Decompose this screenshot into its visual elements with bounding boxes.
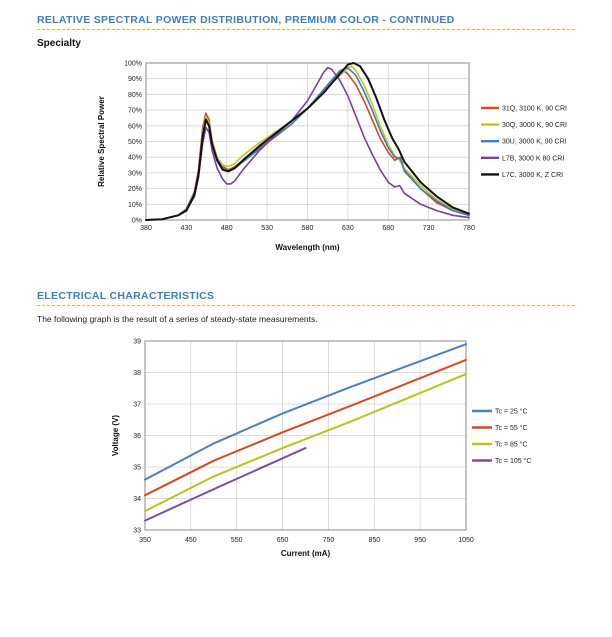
electrical-section-divider bbox=[37, 305, 575, 306]
y-tick-label: 34 bbox=[133, 496, 141, 503]
legend-entry: Tc = 25 °C bbox=[495, 408, 528, 416]
x-tick-label: 530 bbox=[261, 225, 273, 232]
spectral-section-divider bbox=[37, 29, 575, 30]
x-tick-label: 550 bbox=[231, 537, 243, 544]
x-tick-label: 850 bbox=[368, 537, 380, 544]
x-axis-label: Wavelength (nm) bbox=[275, 243, 339, 252]
plot-border bbox=[144, 340, 467, 531]
electrical-section-title: ELECTRICAL CHARACTERISTICS bbox=[37, 290, 215, 302]
x-tick-label: 350 bbox=[139, 537, 151, 544]
specialty-label: Specialty bbox=[37, 38, 81, 49]
legend-entry: 30U, 3000 K, 90 CRI bbox=[502, 139, 567, 146]
x-tick-label: 480 bbox=[221, 225, 233, 232]
legend-entry: 31Q, 3100 K, 90 CRI bbox=[502, 106, 567, 113]
y-tick-label: 100% bbox=[124, 60, 142, 67]
x-tick-label: 380 bbox=[140, 225, 152, 232]
y-tick-label: 37 bbox=[133, 401, 141, 408]
y-tick-label: 90% bbox=[128, 76, 142, 83]
x-tick-label: 950 bbox=[414, 537, 426, 544]
plot-border bbox=[145, 62, 470, 221]
electrical-description: The following graph is the result of a s… bbox=[37, 314, 318, 324]
series-line-2 bbox=[144, 358, 467, 497]
x-tick-label: 750 bbox=[323, 537, 335, 544]
series-line-5 bbox=[145, 62, 470, 221]
y-axis-label: Voltage (V) bbox=[111, 415, 120, 457]
series-line-1 bbox=[144, 343, 467, 481]
y-tick-label: 80% bbox=[128, 92, 142, 99]
legend-entry: 30Q, 3000 K, 90 CRI bbox=[502, 122, 567, 129]
x-tick-label: 580 bbox=[302, 225, 314, 232]
y-tick-label: 35 bbox=[133, 464, 141, 471]
y-tick-label: 39 bbox=[133, 338, 141, 345]
legend-entry: Tc = 55 °C bbox=[495, 424, 528, 432]
y-tick-label: 70% bbox=[128, 108, 142, 115]
y-tick-label: 60% bbox=[128, 123, 142, 130]
x-axis-label: Current (mA) bbox=[281, 549, 331, 558]
y-tick-label: 0% bbox=[132, 217, 142, 224]
y-axis-label: Relative Spectral Power bbox=[97, 96, 106, 187]
y-tick-label: 30% bbox=[128, 170, 142, 177]
x-tick-label: 450 bbox=[185, 537, 197, 544]
x-tick-label: 780 bbox=[463, 225, 475, 232]
y-tick-label: 36 bbox=[133, 433, 141, 440]
x-tick-label: 650 bbox=[277, 537, 289, 544]
x-tick-label: 680 bbox=[382, 225, 394, 232]
y-tick-label: 33 bbox=[133, 527, 141, 534]
x-tick-label: 430 bbox=[181, 225, 193, 232]
legend-entry: Tc = 105 °C bbox=[495, 457, 531, 465]
y-tick-label: 40% bbox=[128, 155, 142, 162]
series-line-4 bbox=[144, 447, 307, 522]
legend-entry: Tc = 85 °C bbox=[495, 441, 528, 449]
x-tick-label: 630 bbox=[342, 225, 354, 232]
spectral-section-title: RELATIVE SPECTRAL POWER DISTRIBUTION, PR… bbox=[37, 14, 455, 26]
y-tick-label: 50% bbox=[128, 139, 142, 146]
legend-entry: L7C, 3000 K, Z CRI bbox=[502, 172, 563, 179]
y-tick-label: 10% bbox=[128, 202, 142, 209]
x-tick-label: 1050 bbox=[458, 537, 474, 544]
y-tick-label: 38 bbox=[133, 370, 141, 377]
x-tick-label: 730 bbox=[423, 225, 435, 232]
series-line-3 bbox=[144, 373, 467, 513]
legend-entry: L7B, 3000 K 80 CRI bbox=[502, 155, 564, 162]
y-tick-label: 20% bbox=[128, 186, 142, 193]
